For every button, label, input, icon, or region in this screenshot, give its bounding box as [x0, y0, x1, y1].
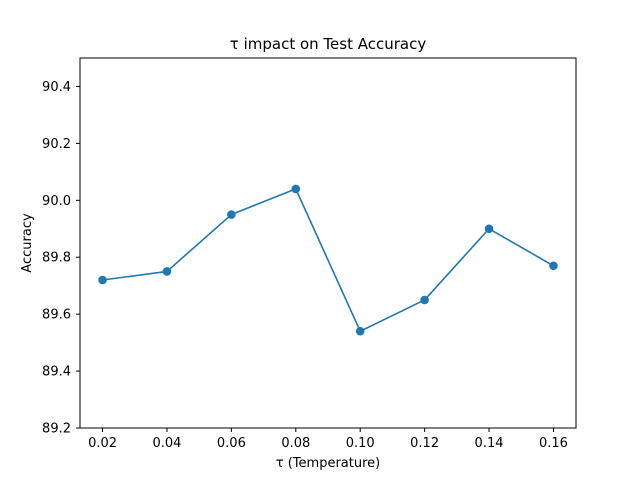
x-tick-label: 0.06	[217, 436, 246, 451]
y-tick-label: 90.2	[42, 137, 71, 152]
data-point	[227, 210, 236, 219]
x-tick-label: 0.10	[346, 436, 375, 451]
data-point	[98, 275, 107, 285]
x-tick-label: 0.04	[152, 436, 181, 451]
y-axis-label: Accuracy	[20, 213, 35, 273]
data-point	[291, 184, 301, 194]
x-tick-label: 0.02	[88, 436, 117, 451]
x-axis-label: τ (Temperature)	[276, 456, 380, 471]
y-axis-ticks: 89.2 89.4 89.6 89.8 90.0 90.2 90.4	[42, 80, 80, 437]
y-tick-label: 90.0	[42, 194, 71, 209]
series-line	[102, 188, 554, 333]
x-tick-label: 0.08	[281, 436, 310, 451]
data-point	[549, 261, 558, 271]
x-tick-label: 0.16	[539, 436, 568, 451]
y-tick-label: 89.2	[42, 422, 71, 437]
chart-title: τ impact on Test Accuracy	[230, 35, 427, 53]
y-tick-label: 90.4	[42, 80, 71, 95]
x-axis-ticks: 0.02 0.04 0.06 0.08 0.10 0.12 0.14 0.16	[88, 428, 568, 451]
data-point	[420, 295, 429, 305]
y-tick-label: 89.8	[42, 251, 71, 266]
data-point	[484, 224, 494, 234]
data-point	[355, 326, 365, 336]
x-tick-label: 0.14	[475, 436, 504, 451]
x-tick-label: 0.12	[410, 436, 439, 451]
data-point	[162, 267, 172, 276]
series-layer	[98, 184, 558, 336]
plot-area-frame	[79, 57, 577, 429]
y-tick-label: 89.4	[42, 365, 71, 380]
y-tick-label: 89.6	[42, 308, 71, 323]
